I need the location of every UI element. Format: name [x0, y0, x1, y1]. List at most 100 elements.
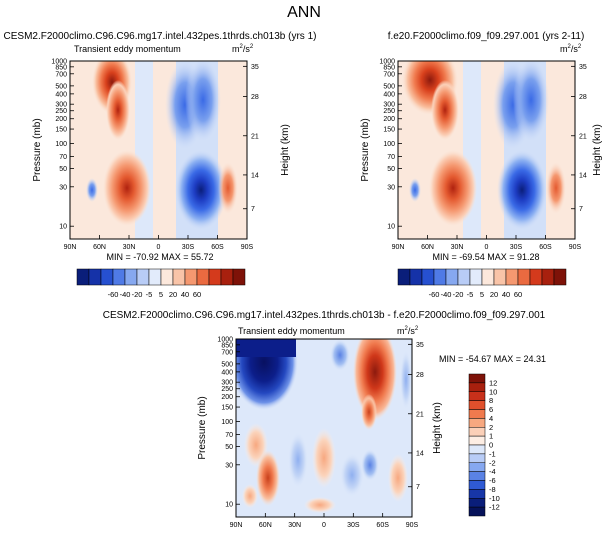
colorbar-swatch — [468, 453, 486, 463]
colorbar-swatch — [468, 400, 486, 410]
y2-tick-label: 14 — [416, 450, 424, 457]
x-tick-label: 60S — [211, 244, 224, 251]
colorbar-swatch — [148, 268, 162, 286]
colorbar-label: 6 — [489, 405, 493, 414]
y-tick-label: 10 — [225, 502, 233, 509]
y-tick-label: 70 — [387, 154, 395, 161]
y-tick-label: 100 — [383, 141, 395, 148]
y-tick-label: 200 — [383, 116, 395, 123]
x-tick-label: 30N — [451, 244, 464, 251]
colorbar-swatch — [468, 471, 486, 481]
panel-1-contour-field — [70, 61, 247, 239]
y-tick-label: 500 — [221, 361, 233, 368]
x-tick-label: 0 — [485, 244, 489, 251]
y2-tick-label: 7 — [251, 206, 255, 213]
colorbar-swatch — [196, 268, 210, 286]
colorbar-swatch — [468, 506, 486, 517]
colorbar-swatch — [505, 268, 519, 286]
panel-3-ylabel: Pressure (mb) — [197, 396, 208, 459]
colorbar-swatch — [541, 268, 555, 286]
colorbar-label: 0 — [489, 441, 493, 450]
panel-2-y2ticks: 35 28 21 14 7 — [571, 64, 587, 213]
colorbar-swatch — [457, 268, 471, 286]
colorbar-swatch — [445, 268, 459, 286]
colorbar-swatch — [468, 498, 486, 508]
colorbar-swatch — [529, 268, 543, 286]
colorbar-swatch — [172, 268, 186, 286]
colorbar-label: -60 — [429, 290, 440, 299]
colorbar-label: -40 — [120, 290, 131, 299]
y2-tick-label: 21 — [579, 133, 587, 140]
colorbar-swatch — [136, 268, 150, 286]
y-tick-label: 150 — [55, 127, 67, 134]
colorbar-swatch — [481, 268, 495, 286]
y-tick-label: 850 — [221, 342, 233, 349]
y-tick-label: 30 — [387, 184, 395, 191]
colorbar-swatch — [112, 268, 126, 286]
panel-2-colorbar: -60 -40 -20 -5 5 20 40 60 — [397, 268, 567, 299]
x-tick-label: 30N — [123, 244, 136, 251]
colorbar-swatch — [468, 409, 486, 419]
y-tick-label: 250 — [55, 108, 67, 115]
colorbar-label: -5 — [146, 290, 153, 299]
colorbar-swatch — [553, 268, 567, 286]
y-tick-label: 30 — [59, 184, 67, 191]
panel-1-colorbar: -60 -40 -20 -5 5 20 40 60 — [76, 268, 246, 299]
y-tick-label: 700 — [383, 71, 395, 78]
colorbar-swatch — [468, 444, 486, 455]
x-tick-label: 90N — [64, 244, 77, 251]
panel-3-subtitle: Transient eddy momentum — [238, 326, 345, 336]
colorbar-swatch — [232, 268, 246, 286]
x-tick-label: 90S — [569, 244, 582, 251]
colorbar-swatch — [208, 268, 222, 286]
panel-3-contour-field — [236, 339, 412, 517]
y-tick-label: 300 — [55, 102, 67, 109]
y2-tick-label: 14 — [579, 172, 587, 179]
x-tick-label: 90S — [241, 244, 254, 251]
colorbar-label: 2 — [489, 423, 493, 432]
colorbar-label: -20 — [453, 290, 464, 299]
panel-2-ylabel: Pressure (mb) — [360, 118, 371, 181]
panel-1-units: m2/s2 — [232, 44, 254, 54]
y2-tick-label: 7 — [579, 206, 583, 213]
colorbar-label: 4 — [489, 414, 493, 423]
panel-1-y2label: Height (km) — [280, 124, 291, 176]
y-tick-label: 50 — [387, 166, 395, 173]
colorbar-swatch — [88, 268, 102, 286]
y-tick-label: 200 — [221, 394, 233, 401]
y-tick-label: 500 — [383, 83, 395, 90]
x-tick-label: 60S — [376, 522, 389, 529]
panel-3-y2ticks: 35 28 21 14 7 — [408, 342, 424, 491]
x-tick-label: 30S — [347, 522, 360, 529]
colorbar-swatch — [469, 268, 483, 286]
y2-tick-label: 28 — [251, 94, 259, 101]
colorbar-label: -40 — [441, 290, 452, 299]
colorbar-swatch — [397, 268, 411, 286]
panel-2-minmax: MIN = -69.54 MAX = 91.28 — [432, 252, 539, 262]
y2-tick-label: 21 — [251, 133, 259, 140]
panel-2-units: m2/s2 — [560, 44, 582, 54]
y-tick-label: 100 — [55, 141, 67, 148]
panel-2-title: f.e20.F2000climo.f09_f09.297.001 (yrs 2-… — [388, 31, 585, 42]
y-tick-label: 50 — [59, 166, 67, 173]
colorbar-label: 10 — [489, 387, 497, 396]
colorbar-swatch — [184, 268, 198, 286]
colorbar-swatch — [433, 268, 447, 286]
colorbar-swatch — [468, 435, 486, 446]
y2-tick-label: 14 — [251, 172, 259, 179]
y-tick-label: 300 — [221, 380, 233, 387]
panel-1-xticks: 90N 60N 30N 0 30S 60S 90S — [64, 235, 254, 251]
y2-tick-label: 35 — [579, 64, 587, 71]
panel-2-y2label: Height (km) — [592, 124, 603, 176]
y-tick-label: 500 — [55, 83, 67, 90]
panel-3: CESM2.F2000climo.C96.C96.mg17.intel.432p… — [103, 310, 546, 529]
x-tick-label: 60S — [539, 244, 552, 251]
y-tick-label: 100 — [221, 419, 233, 426]
figure-title: ANN — [287, 4, 321, 21]
colorbar-label: -6 — [489, 476, 496, 485]
